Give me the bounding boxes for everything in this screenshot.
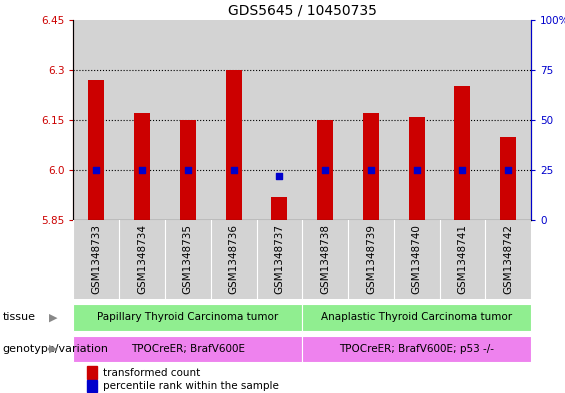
Bar <box>302 304 531 331</box>
Bar <box>302 20 348 220</box>
Point <box>92 167 101 173</box>
Text: GSM1348739: GSM1348739 <box>366 224 376 294</box>
Point <box>458 167 467 173</box>
Point <box>412 167 421 173</box>
Text: Papillary Thyroid Carcinoma tumor: Papillary Thyroid Carcinoma tumor <box>97 312 279 322</box>
Text: GSM1348740: GSM1348740 <box>412 224 421 294</box>
Bar <box>73 304 302 331</box>
Bar <box>500 136 516 220</box>
Bar <box>348 220 394 299</box>
Bar <box>257 220 302 299</box>
Bar <box>317 120 333 220</box>
Bar <box>363 113 379 220</box>
Point <box>229 167 238 173</box>
Bar <box>180 120 196 220</box>
Bar <box>165 20 211 220</box>
Text: GSM1348738: GSM1348738 <box>320 224 330 294</box>
Bar <box>119 220 165 299</box>
Bar <box>73 20 119 220</box>
Bar <box>87 366 97 379</box>
Bar <box>134 113 150 220</box>
Text: genotype/variation: genotype/variation <box>3 344 109 354</box>
Bar <box>302 336 531 362</box>
Text: TPOCreER; BrafV600E: TPOCreER; BrafV600E <box>131 344 245 354</box>
Point <box>504 167 513 173</box>
Bar <box>454 86 471 220</box>
Bar <box>119 20 165 220</box>
Text: ▶: ▶ <box>49 344 58 354</box>
Point <box>366 167 375 173</box>
Point <box>321 167 330 173</box>
Bar <box>408 116 425 220</box>
Bar <box>485 220 531 299</box>
Bar <box>225 70 242 220</box>
Bar <box>394 220 440 299</box>
Text: GSM1348736: GSM1348736 <box>229 224 238 294</box>
Bar <box>485 20 531 220</box>
Text: tissue: tissue <box>3 312 36 322</box>
Bar <box>271 196 288 220</box>
Bar <box>211 220 257 299</box>
Bar <box>440 220 485 299</box>
Text: GSM1348742: GSM1348742 <box>503 224 513 294</box>
Bar <box>87 380 97 393</box>
Text: GSM1348737: GSM1348737 <box>275 224 284 294</box>
Bar <box>394 20 440 220</box>
Bar <box>165 220 211 299</box>
Bar <box>348 20 394 220</box>
Title: GDS5645 / 10450735: GDS5645 / 10450735 <box>228 3 377 17</box>
Text: TPOCreER; BrafV600E; p53 -/-: TPOCreER; BrafV600E; p53 -/- <box>339 344 494 354</box>
Text: Anaplastic Thyroid Carcinoma tumor: Anaplastic Thyroid Carcinoma tumor <box>321 312 512 322</box>
Point <box>183 167 192 173</box>
Bar <box>440 20 485 220</box>
Text: GSM1348735: GSM1348735 <box>183 224 193 294</box>
Bar <box>73 336 302 362</box>
Point <box>275 173 284 179</box>
Text: GSM1348733: GSM1348733 <box>92 224 101 294</box>
Bar <box>211 20 257 220</box>
Point <box>138 167 147 173</box>
Text: GSM1348741: GSM1348741 <box>458 224 467 294</box>
Text: percentile rank within the sample: percentile rank within the sample <box>103 381 279 391</box>
Text: GSM1348734: GSM1348734 <box>137 224 147 294</box>
Bar <box>257 20 302 220</box>
Text: transformed count: transformed count <box>103 367 201 378</box>
Bar <box>73 220 119 299</box>
Text: ▶: ▶ <box>49 312 58 322</box>
Bar <box>88 80 105 220</box>
Bar <box>302 220 348 299</box>
